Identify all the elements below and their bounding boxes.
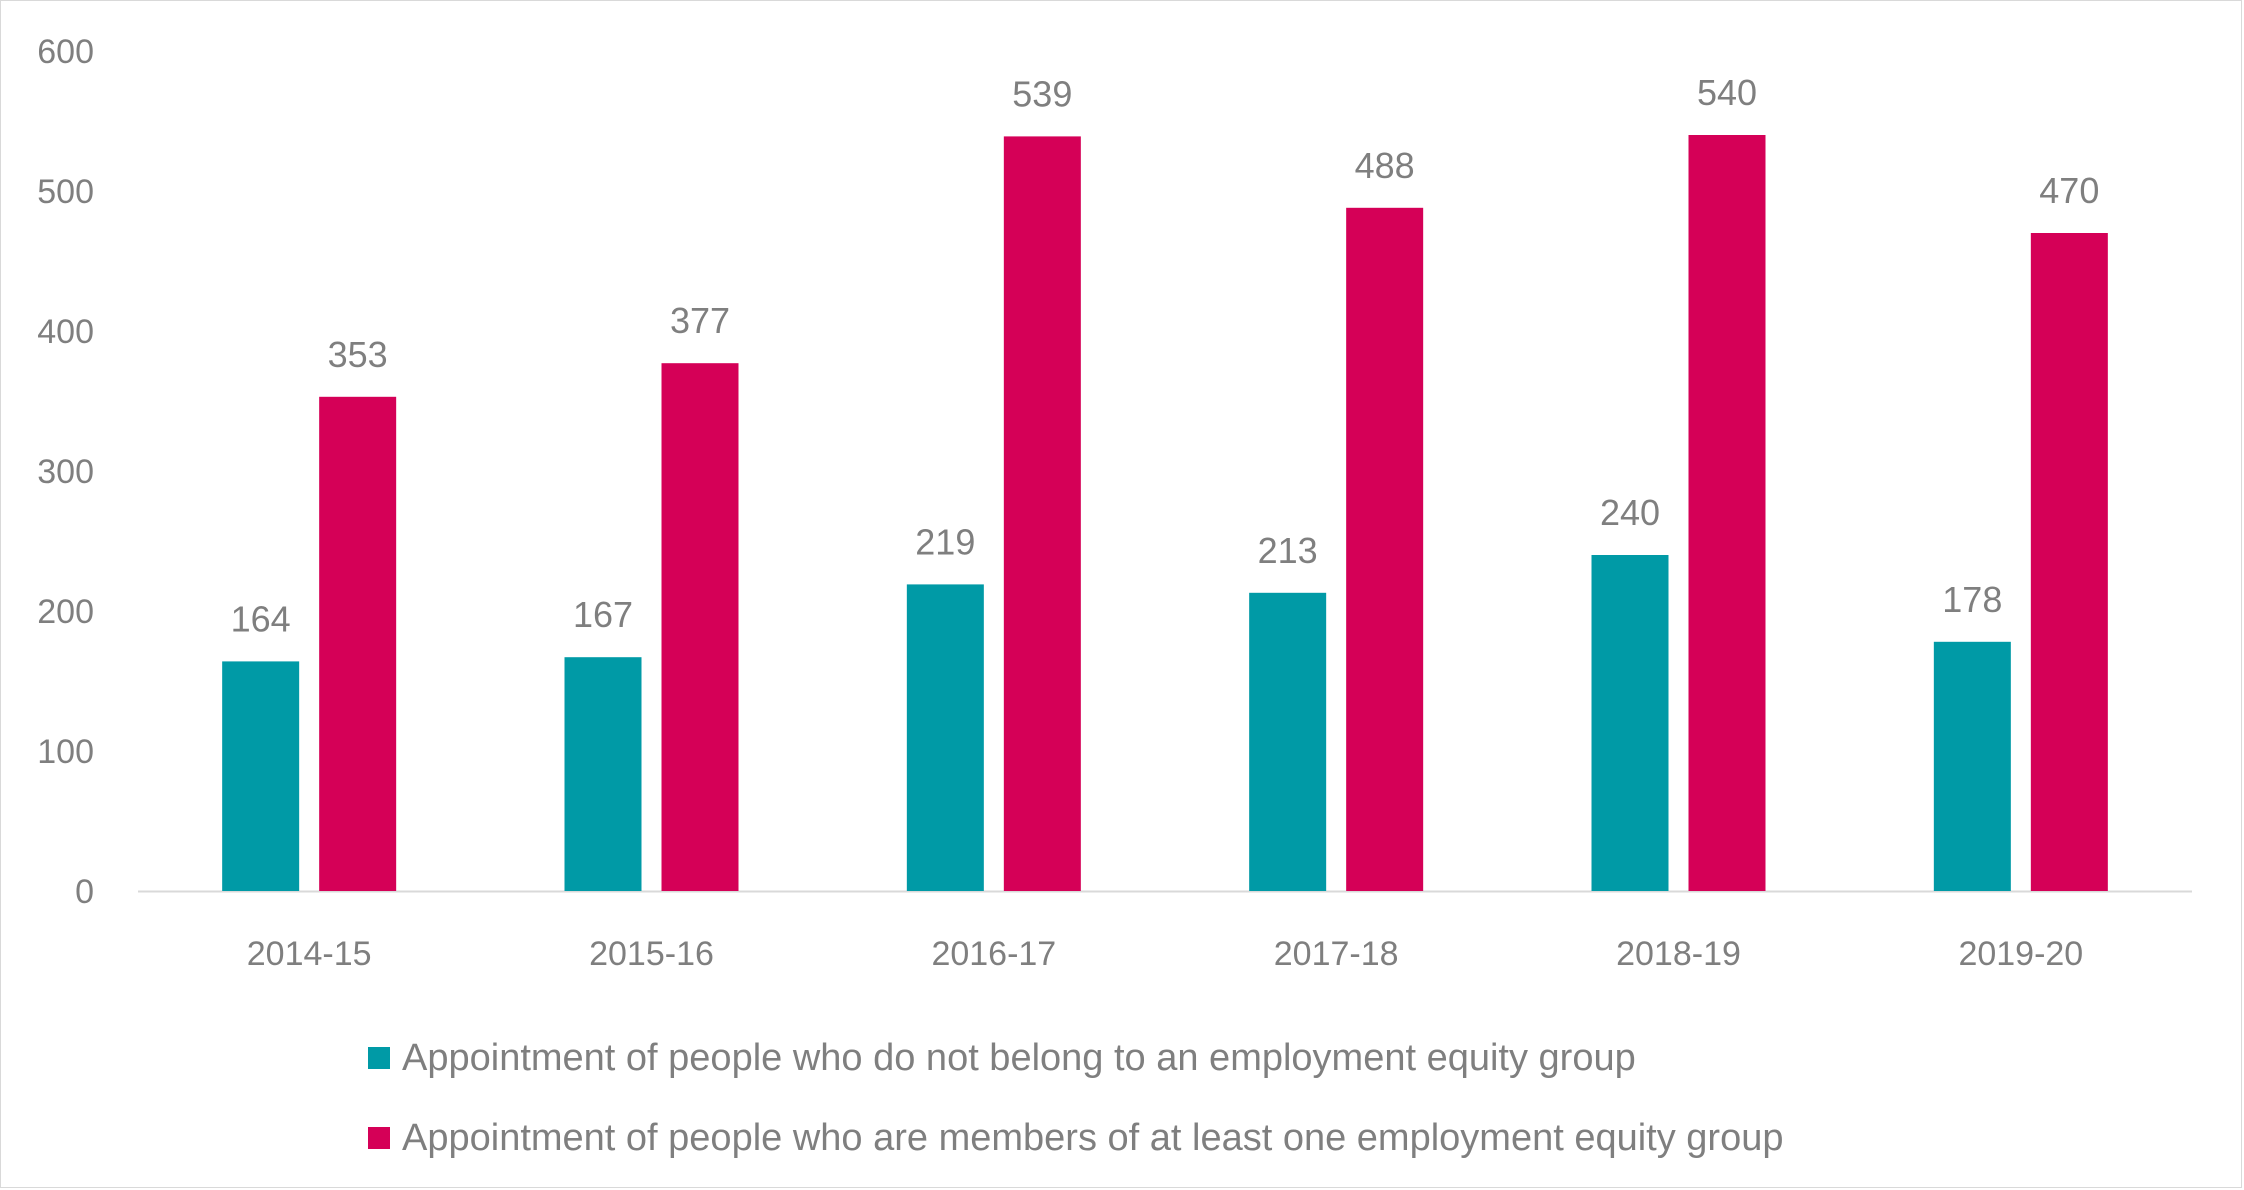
bar-series-2 bbox=[1346, 208, 1423, 891]
data-label-series-1: 164 bbox=[231, 598, 291, 639]
data-label-series-1: 213 bbox=[1258, 530, 1318, 571]
y-axis-ticks: 0 100 200 300 400 500 600 bbox=[37, 33, 94, 911]
x-tick-label: 2018-19 bbox=[1616, 935, 1741, 973]
legend-item-series-1: Appointment of people who do not belong … bbox=[368, 1018, 1783, 1098]
y-tick-label: 300 bbox=[37, 453, 94, 491]
y-tick-label: 0 bbox=[75, 873, 94, 911]
bar-series-2 bbox=[2031, 233, 2108, 891]
y-tick-label: 100 bbox=[37, 733, 94, 771]
data-label-series-2: 540 bbox=[1697, 72, 1757, 113]
bar-series-1 bbox=[907, 584, 984, 891]
legend: Appointment of people who do not belong … bbox=[368, 1018, 1783, 1178]
data-label-series-1: 240 bbox=[1600, 492, 1660, 533]
x-tick-label: 2016-17 bbox=[931, 935, 1056, 973]
data-label-series-2: 539 bbox=[1012, 73, 1072, 114]
bar-series-1 bbox=[1249, 593, 1326, 891]
bar-series-1 bbox=[1592, 555, 1669, 891]
data-label-series-2: 470 bbox=[2039, 170, 2099, 211]
data-labels: 164 353 167 377 219 539 213 488 240 540 178 470 bbox=[231, 72, 2100, 639]
data-label-series-2: 353 bbox=[328, 334, 388, 375]
x-tick-label: 2019-20 bbox=[1958, 935, 2083, 973]
legend-swatch-series-1 bbox=[368, 1047, 390, 1069]
bar-series-1 bbox=[565, 657, 642, 891]
bar-series-2 bbox=[1004, 136, 1081, 891]
data-label-series-2: 488 bbox=[1355, 145, 1415, 186]
bars bbox=[222, 135, 2108, 891]
data-label-series-2: 377 bbox=[670, 300, 730, 341]
x-axis-ticks: 2014-15 2015-16 2016-17 2017-18 2018-19 2019-… bbox=[247, 935, 2083, 973]
bar-series-2 bbox=[1689, 135, 1766, 891]
data-label-series-1: 219 bbox=[915, 521, 975, 562]
x-tick-label: 2017-18 bbox=[1274, 935, 1399, 973]
y-tick-label: 400 bbox=[37, 313, 94, 351]
y-tick-label: 500 bbox=[37, 173, 94, 211]
bar-series-1 bbox=[1934, 642, 2011, 891]
bar-series-2 bbox=[319, 397, 396, 891]
x-tick-label: 2015-16 bbox=[589, 935, 714, 973]
legend-swatch-series-2 bbox=[368, 1127, 390, 1149]
data-label-series-1: 178 bbox=[1942, 579, 2002, 620]
legend-label-series-1: Appointment of people who do not belong … bbox=[402, 1037, 1636, 1080]
data-label-series-1: 167 bbox=[573, 594, 633, 635]
y-tick-label: 200 bbox=[37, 593, 94, 631]
legend-item-series-2: Appointment of people who are members of… bbox=[368, 1098, 1783, 1178]
x-tick-label: 2014-15 bbox=[247, 935, 372, 973]
bar-series-1 bbox=[222, 661, 299, 891]
y-tick-label: 600 bbox=[37, 33, 94, 71]
bar-series-2 bbox=[662, 363, 739, 891]
legend-label-series-2: Appointment of people who are members of… bbox=[402, 1117, 1783, 1160]
